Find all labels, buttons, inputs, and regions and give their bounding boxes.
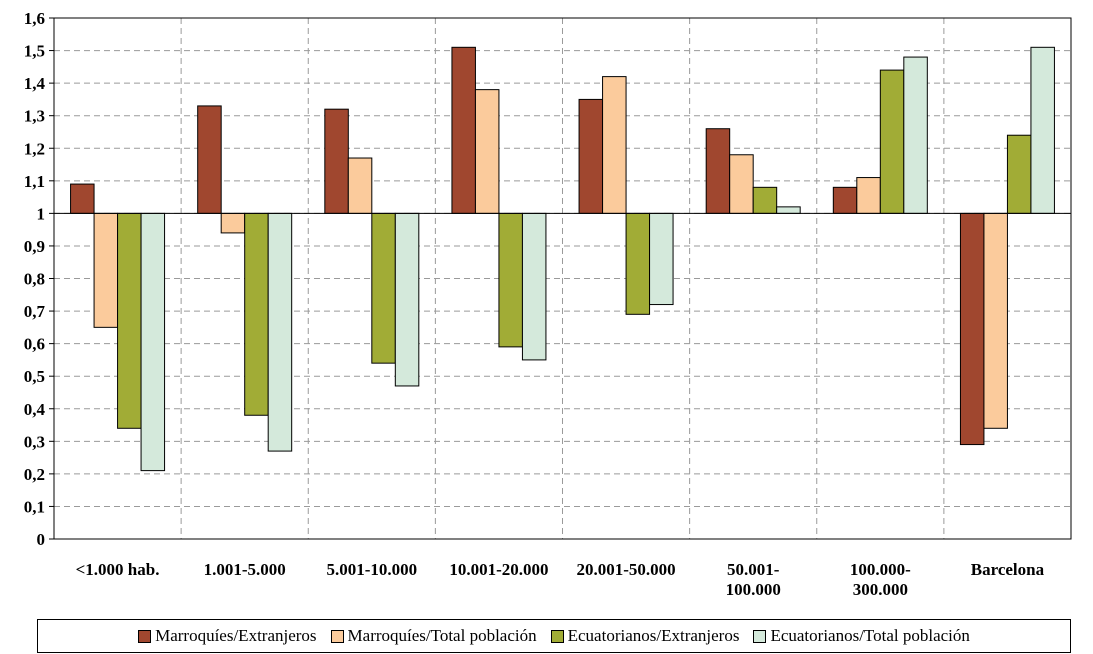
y-tick-label: 1,4 bbox=[24, 74, 46, 93]
y-tick-label: 0,1 bbox=[24, 497, 45, 516]
bar bbox=[474, 89, 500, 214]
x-category-label: 5.001-10.000 bbox=[326, 560, 417, 579]
y-tick-label: 1,3 bbox=[24, 107, 45, 126]
x-category-label: <1.000 hab. bbox=[76, 560, 160, 579]
legend-item-ecuatorianos-extranjeros: Ecuatorianos/Extranjeros bbox=[550, 626, 740, 646]
bar bbox=[117, 212, 142, 429]
x-category-labels: <1.000 hab. 1.001-5.000 5.001-10.000 10.001… bbox=[76, 560, 1045, 599]
bar bbox=[578, 98, 604, 214]
plot-frame bbox=[53, 17, 1072, 540]
x-category-label: 100.000 bbox=[726, 580, 781, 599]
bar bbox=[959, 212, 985, 446]
y-tick-label: 0,2 bbox=[24, 465, 45, 484]
x-category-label: 1.001-5.000 bbox=[204, 560, 286, 579]
bar bbox=[705, 128, 731, 214]
gridlines bbox=[54, 17, 1071, 539]
bar bbox=[521, 212, 547, 361]
y-tick-label: 1 bbox=[37, 204, 46, 223]
legend-swatch bbox=[138, 629, 152, 643]
bar bbox=[752, 186, 778, 214]
bar bbox=[347, 157, 373, 214]
bar bbox=[832, 186, 858, 214]
y-tick-labels: 0 0,1 0,2 0,3 0,4 0,5 0,6 0,7 0,8 0,9 1 1,1 1,2 1,3 1,… bbox=[24, 9, 46, 549]
bar bbox=[729, 154, 754, 214]
bar bbox=[197, 105, 222, 214]
bar bbox=[903, 56, 928, 214]
y-tick-label: 1,5 bbox=[24, 42, 45, 61]
y-tick-label: 0,8 bbox=[24, 270, 45, 289]
y-tick-label: 1,6 bbox=[24, 9, 45, 28]
legend-item-marroquies-extranjeros: Marroquíes/Extranjeros bbox=[138, 626, 317, 646]
bar bbox=[220, 212, 246, 234]
y-tick-label: 1,1 bbox=[24, 172, 45, 191]
bar bbox=[1030, 46, 1055, 214]
bar bbox=[879, 69, 905, 214]
y-tick-label: 0,3 bbox=[24, 432, 45, 451]
bar bbox=[70, 183, 95, 214]
y-tick-label: 1,2 bbox=[24, 139, 45, 158]
x-category-label: Barcelona bbox=[971, 560, 1045, 579]
legend-swatch bbox=[330, 629, 344, 643]
legend-swatch bbox=[753, 629, 767, 643]
legend-label: Marroquíes/Total población bbox=[347, 626, 537, 645]
x-category-label: 300.000 bbox=[853, 580, 908, 599]
bar bbox=[602, 76, 627, 214]
bar bbox=[983, 212, 1008, 429]
y-tick-label: 0,6 bbox=[24, 335, 45, 354]
bar bbox=[267, 212, 293, 452]
bar bbox=[498, 212, 523, 348]
y-tick-label: 0 bbox=[37, 530, 46, 549]
bars bbox=[70, 46, 1055, 472]
axes bbox=[49, 17, 1072, 540]
y-tick-label: 0,4 bbox=[24, 400, 46, 419]
bar bbox=[451, 46, 476, 214]
bar bbox=[244, 212, 269, 416]
legend-swatch bbox=[550, 629, 564, 643]
y-tick-label: 0,9 bbox=[24, 237, 45, 256]
y-tick-label: 0,5 bbox=[24, 367, 45, 386]
y-tick-label: 0,7 bbox=[24, 302, 46, 321]
bar bbox=[324, 108, 349, 214]
bar bbox=[625, 212, 651, 315]
bar bbox=[140, 212, 166, 472]
legend-item-marroquies-total: Marroquíes/Total población bbox=[330, 626, 537, 646]
legend: Marroquíes/Extranjeros Marroquíes/Total … bbox=[37, 619, 1071, 653]
bar bbox=[649, 212, 674, 306]
bar bbox=[394, 212, 420, 387]
x-category-label: 100.000- bbox=[850, 560, 911, 579]
bar bbox=[93, 212, 119, 328]
legend-label: Ecuatorianos/Total población bbox=[770, 626, 970, 645]
bar bbox=[856, 177, 881, 214]
legend-item-ecuatorianos-total: Ecuatorianos/Total población bbox=[753, 626, 970, 646]
bar bbox=[776, 206, 801, 214]
x-category-label: 20.001-50.000 bbox=[576, 560, 675, 579]
bar bbox=[1006, 134, 1032, 214]
legend-label: Ecuatorianos/Extranjeros bbox=[567, 626, 740, 645]
bar bbox=[371, 212, 396, 364]
x-category-label: 50.001- bbox=[727, 560, 780, 579]
x-category-label: 10.001-20.000 bbox=[449, 560, 548, 579]
legend-label: Marroquíes/Extranjeros bbox=[155, 626, 317, 645]
